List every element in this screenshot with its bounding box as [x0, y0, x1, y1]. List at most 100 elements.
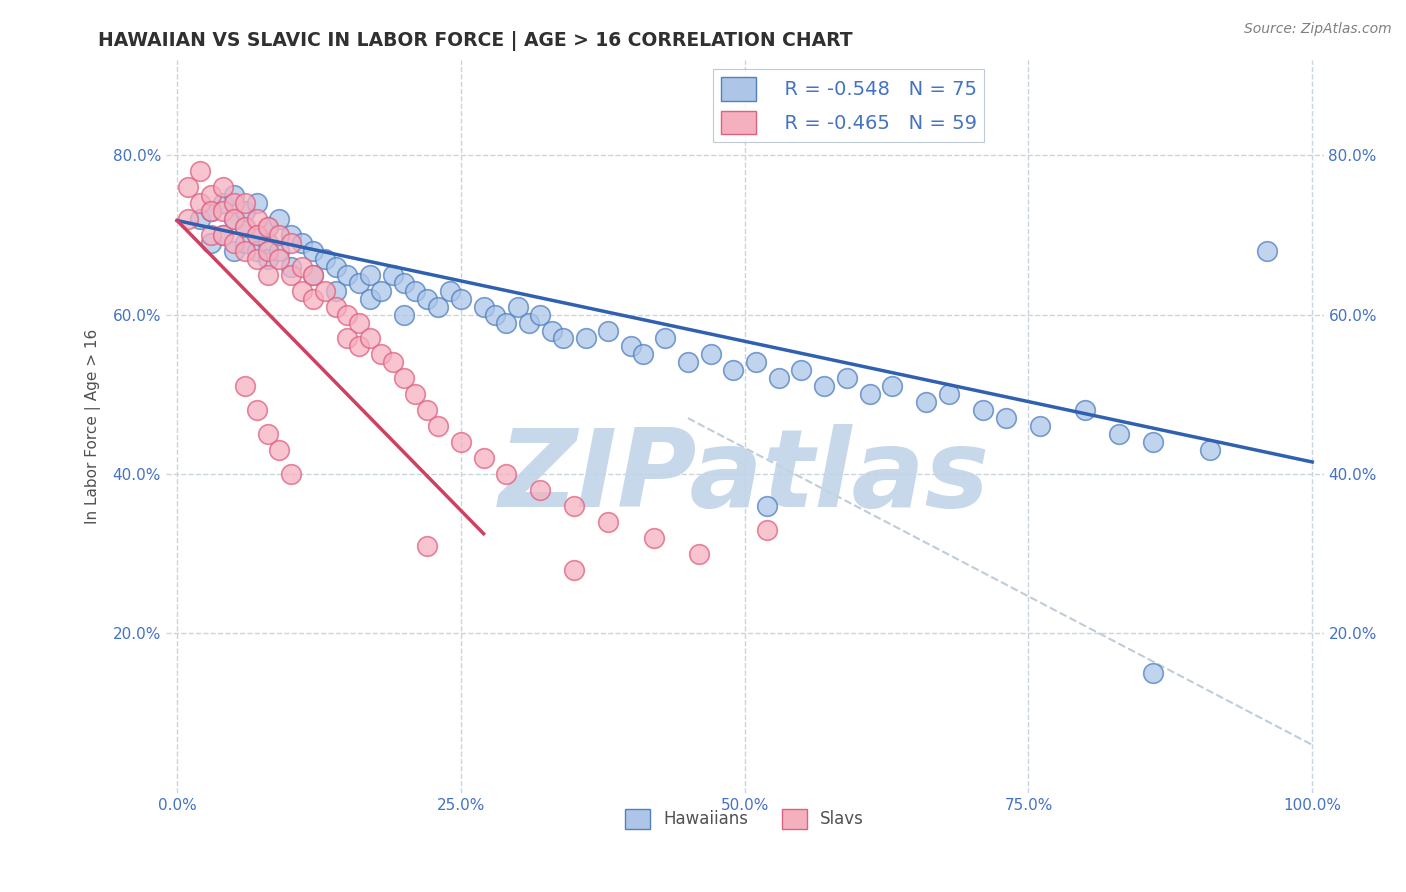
Point: [699, 347, 721, 361]
Point: [1108, 427, 1130, 442]
Legend: Hawaiians, Slavs: Hawaiians, Slavs: [619, 802, 870, 836]
Point: [631, 347, 654, 361]
Point: [405, 284, 427, 298]
Point: [540, 324, 562, 338]
Point: [200, 227, 222, 242]
Point: [882, 379, 904, 393]
Point: [427, 419, 450, 434]
Point: [472, 450, 495, 465]
Point: [211, 180, 233, 194]
Point: [450, 292, 472, 306]
Point: [325, 284, 347, 298]
Point: [245, 227, 267, 242]
Point: [233, 219, 256, 234]
Point: [257, 268, 280, 282]
Point: [245, 227, 267, 242]
Point: [257, 235, 280, 250]
Point: [291, 284, 314, 298]
Point: [416, 403, 439, 417]
Point: [280, 227, 302, 242]
Text: Source: ZipAtlas.com: Source: ZipAtlas.com: [1244, 22, 1392, 37]
Point: [392, 371, 415, 385]
Point: [495, 467, 517, 481]
Point: [495, 316, 517, 330]
Point: [472, 300, 495, 314]
Point: [439, 284, 461, 298]
Point: [233, 204, 256, 219]
Point: [835, 371, 858, 385]
Point: [291, 235, 314, 250]
Point: [211, 227, 233, 242]
Point: [994, 411, 1017, 425]
Point: [564, 499, 586, 513]
Point: [233, 379, 256, 393]
Point: [551, 331, 574, 345]
Point: [359, 331, 381, 345]
Point: [233, 219, 256, 234]
Point: [257, 219, 280, 234]
Point: [768, 371, 790, 385]
Point: [723, 363, 745, 377]
Point: [392, 276, 415, 290]
Point: [269, 227, 291, 242]
Point: [405, 387, 427, 401]
Point: [177, 180, 200, 194]
Point: [233, 244, 256, 258]
Point: [450, 435, 472, 450]
Point: [643, 531, 665, 545]
Point: [336, 308, 359, 322]
Point: [370, 284, 392, 298]
Point: [1142, 666, 1164, 681]
Point: [529, 483, 551, 497]
Point: [280, 268, 302, 282]
Point: [529, 308, 551, 322]
Point: [347, 276, 370, 290]
Text: HAWAIIAN VS SLAVIC IN LABOR FORCE | AGE > 16 CORRELATION CHART: HAWAIIAN VS SLAVIC IN LABOR FORCE | AGE …: [98, 31, 853, 51]
Point: [347, 316, 370, 330]
Point: [269, 252, 291, 266]
Point: [506, 300, 529, 314]
Point: [257, 427, 280, 442]
Point: [200, 235, 222, 250]
Point: [347, 339, 370, 353]
Text: ZIPatlas: ZIPatlas: [499, 425, 990, 531]
Point: [211, 204, 233, 219]
Point: [564, 563, 586, 577]
Point: [233, 235, 256, 250]
Point: [416, 292, 439, 306]
Point: [257, 219, 280, 234]
Point: [336, 268, 359, 282]
Point: [291, 260, 314, 274]
Point: [427, 300, 450, 314]
Point: [245, 252, 267, 266]
Point: [1074, 403, 1097, 417]
Point: [245, 403, 267, 417]
Point: [598, 324, 620, 338]
Point: [688, 547, 710, 561]
Point: [517, 316, 540, 330]
Point: [245, 211, 267, 226]
Point: [222, 235, 245, 250]
Point: [915, 395, 938, 409]
Point: [257, 244, 280, 258]
Point: [598, 515, 620, 529]
Point: [188, 164, 211, 178]
Point: [314, 252, 336, 266]
Point: [314, 284, 336, 298]
Point: [280, 467, 302, 481]
Point: [280, 235, 302, 250]
Point: [245, 196, 267, 211]
Point: [381, 355, 404, 369]
Point: [302, 244, 325, 258]
Point: [269, 211, 291, 226]
Point: [654, 331, 676, 345]
Point: [325, 260, 347, 274]
Point: [211, 227, 233, 242]
Point: [359, 268, 381, 282]
Point: [177, 211, 200, 226]
Point: [188, 211, 211, 226]
Point: [302, 268, 325, 282]
Point: [325, 300, 347, 314]
Point: [359, 292, 381, 306]
Point: [938, 387, 960, 401]
